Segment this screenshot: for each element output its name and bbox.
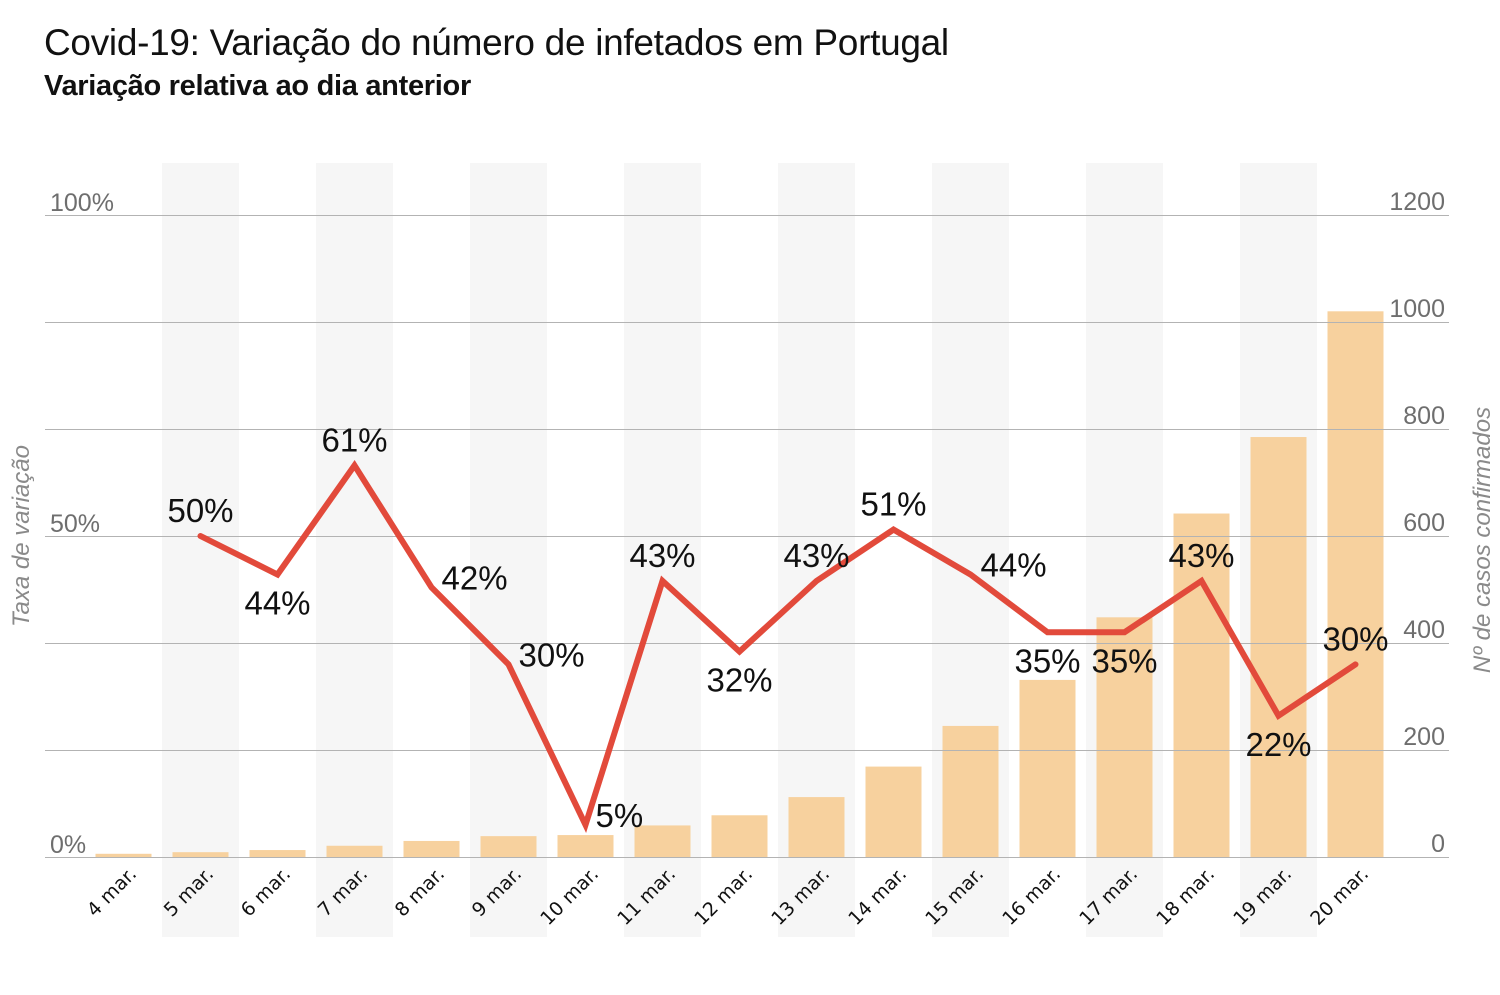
x-axis: 4 mar. 5 mar. 6 mar. 7 mar. 8 mar. 9 mar. 10 m…: [83, 863, 1373, 930]
right-tick-label: 0: [1431, 830, 1445, 858]
line-data-label: 43%: [1168, 537, 1234, 574]
line-data-labels: 50% 44% 61% 42% 30% 5% 43% 32% 43% 51% 44% 35% 35% 43…: [167, 421, 1388, 834]
bar-16: [1327, 311, 1384, 857]
bar-10: [865, 766, 922, 857]
bar-1: [172, 852, 229, 857]
bars-series: [95, 311, 1384, 857]
bar-6: [557, 835, 614, 857]
gridlines: [45, 215, 1449, 858]
line-data-label: 51%: [860, 486, 926, 523]
bar-15: [1250, 437, 1307, 857]
left-axis-title: Taxa de variação: [8, 445, 35, 627]
line-data-label: 43%: [629, 537, 695, 574]
column-band: [624, 163, 701, 937]
right-tick-label: 200: [1403, 723, 1445, 751]
chart-title: Covid-19: Variação do número de infetado…: [44, 22, 949, 63]
column-band: [316, 163, 393, 937]
line-data-label: 61%: [321, 421, 387, 458]
bar-4: [403, 840, 460, 857]
x-tick-label: 4 mar.: [83, 863, 141, 921]
x-tick-label: 8 mar.: [391, 863, 449, 921]
line-data-label: 43%: [783, 537, 849, 574]
x-tick-label: 6 mar.: [237, 863, 295, 921]
bar-8: [711, 815, 768, 857]
bar-12: [1019, 679, 1076, 857]
right-tick-label: 800: [1403, 402, 1445, 430]
line-data-label: 35%: [1014, 642, 1080, 679]
bar-9: [788, 797, 845, 857]
right-axis-title: Nº de casos confirmados: [1469, 407, 1496, 673]
line-data-label: 50%: [167, 492, 233, 529]
line-data-label: 44%: [244, 585, 310, 622]
line-data-label: 44%: [981, 547, 1047, 584]
bar-5: [480, 836, 537, 857]
line-data-label: 42%: [442, 559, 508, 596]
bar-7: [634, 825, 691, 857]
line-data-label: 30%: [1322, 620, 1388, 657]
column-band: [470, 163, 547, 937]
bar-14: [1173, 513, 1230, 857]
right-tick-label: 400: [1403, 616, 1445, 644]
line-data-label: 22%: [1245, 726, 1311, 763]
bar-11: [942, 725, 999, 857]
line-data-label: 5%: [596, 797, 644, 834]
line-data-label: 32%: [706, 662, 772, 699]
bar-13: [1096, 617, 1153, 857]
line-data-label: 35%: [1091, 642, 1157, 679]
line-series: [197, 459, 1359, 834]
left-tick-label: 50%: [50, 510, 100, 538]
left-axis: 0% 50% 100%: [50, 189, 114, 859]
right-tick-label: 600: [1403, 509, 1445, 537]
right-tick-label: 1000: [1389, 295, 1445, 323]
right-axis: 0 200 400 600 800 1000 1200: [1389, 188, 1445, 858]
bar-3: [326, 845, 383, 857]
bar-2: [249, 850, 306, 857]
line-data-label: 30%: [519, 636, 585, 673]
left-tick-label: 0%: [50, 831, 86, 859]
right-tick-label: 1200: [1389, 188, 1445, 216]
bar-0: [95, 853, 152, 857]
chart-subtitle: Variação relativa ao dia anterior: [44, 70, 471, 102]
line-path: [197, 459, 1359, 834]
left-tick-label: 100%: [50, 189, 114, 217]
